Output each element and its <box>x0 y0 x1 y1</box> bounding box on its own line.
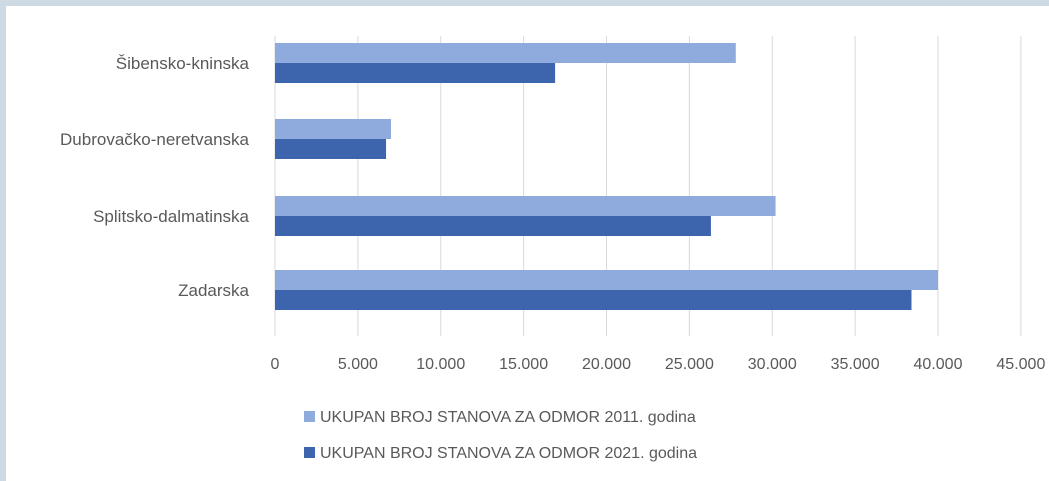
bar-chart: Šibensko-kninska Dubrovačko-neretvanska Sp… <box>60 36 1046 462</box>
x-tick-label: 45.000 <box>996 356 1045 373</box>
bars <box>275 43 938 310</box>
x-tick-label: 5.000 <box>338 356 378 373</box>
category-label: Dubrovačko-neretvanska <box>60 130 250 149</box>
legend-label: UKUPAN BROJ STANOVA ZA ODMOR 2011. godin… <box>320 409 696 426</box>
category-label: Zadarska <box>178 281 249 300</box>
x-tick-label: 20.000 <box>582 356 631 373</box>
legend: UKUPAN BROJ STANOVA ZA ODMOR 2011. godin… <box>304 409 697 462</box>
bar-2021 <box>275 139 387 159</box>
legend-swatch <box>304 447 315 458</box>
chart-panel: Šibensko-kninska Dubrovačko-neretvanska Sp… <box>6 6 1049 481</box>
bar-2011 <box>275 119 392 139</box>
x-tick-label: 25.000 <box>665 356 714 373</box>
category-label: Šibensko-kninska <box>116 54 250 73</box>
legend-swatch <box>304 411 315 422</box>
bar-2021 <box>275 63 556 83</box>
bar-2011 <box>275 43 736 63</box>
x-tick-label: 40.000 <box>914 356 963 373</box>
x-tick-labels: 0 5.000 10.000 15.000 20.000 25.000 30.000 35.0… <box>271 356 1046 373</box>
x-tick-label: 10.000 <box>416 356 465 373</box>
x-tick-label: 15.000 <box>499 356 548 373</box>
bar-2011 <box>275 270 938 290</box>
bar-2021 <box>275 216 711 236</box>
legend-label: UKUPAN BROJ STANOVA ZA ODMOR 2021. godin… <box>320 445 697 462</box>
category-labels: Šibensko-kninska Dubrovačko-neretvanska Sp… <box>60 54 250 300</box>
x-tick-label: 0 <box>271 356 280 373</box>
bar-2021 <box>275 290 912 310</box>
category-label: Splitsko-dalmatinska <box>93 207 249 226</box>
bar-2011 <box>275 196 776 216</box>
gridlines <box>274 36 1022 336</box>
x-tick-label: 30.000 <box>748 356 797 373</box>
x-tick-label: 35.000 <box>831 356 880 373</box>
